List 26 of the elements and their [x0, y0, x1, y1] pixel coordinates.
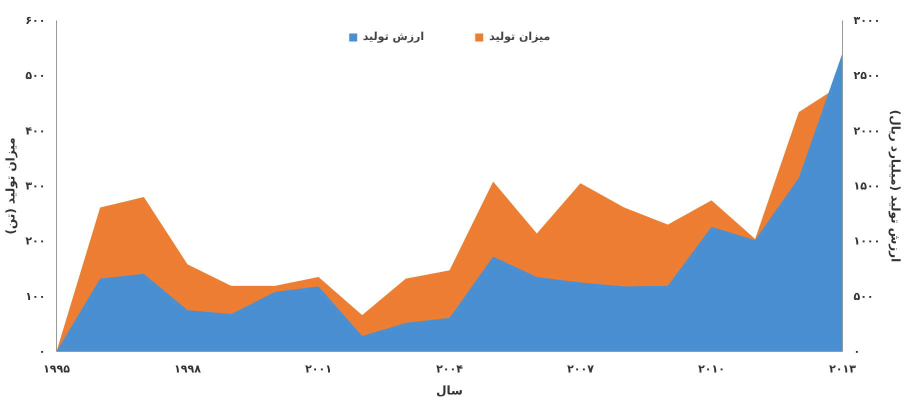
x-tick-label: ۲۰۰۷	[567, 362, 594, 376]
y2-axis-title: ارزش تولید (میلیارد ریال)	[888, 110, 902, 262]
y-tick-label: ۳۰۰	[25, 180, 46, 192]
x-tick-label: ۲۰۰۴	[436, 362, 464, 376]
y2-tick-label: ۱۵۰۰	[854, 180, 880, 192]
y-tick-label: ۰	[38, 345, 46, 358]
y2-tick-label: ۲۰۰۰	[854, 124, 880, 138]
y2-tick-label: ۱۰۰۰	[854, 234, 880, 248]
y-tick-label: ۲۰۰	[25, 234, 46, 248]
y2-tick-label: ۳۰۰۰	[854, 14, 880, 27]
y-axis-title: میزان تولید (تن)	[3, 137, 18, 235]
x-axis-title: سال	[436, 384, 463, 398]
y2-tick-label: ۵۰۰	[854, 290, 874, 303]
x-tick-label: ۲۰۰۱	[305, 362, 332, 376]
y2-tick-label: ۰	[854, 345, 860, 358]
y-tick-label: ۶۰۰	[25, 14, 46, 27]
x-tick-label: ۱۹۹۸	[174, 362, 202, 376]
y2-tick-label: ۲۵۰۰	[854, 69, 880, 82]
legend-label: ارزش تولید	[362, 30, 424, 43]
legend-label: میزان تولید	[489, 30, 550, 43]
y-tick-label: ۱۰۰	[25, 290, 46, 303]
x-tick-label: ۲۰۱۳	[829, 362, 856, 376]
x-tick-label: ۱۹۹۵	[43, 362, 70, 376]
y-tick-label: ۴۰۰	[25, 124, 46, 138]
x-tick-label: ۲۰۱۰	[698, 362, 725, 376]
y-tick-label: ۵۰۰	[25, 69, 46, 82]
